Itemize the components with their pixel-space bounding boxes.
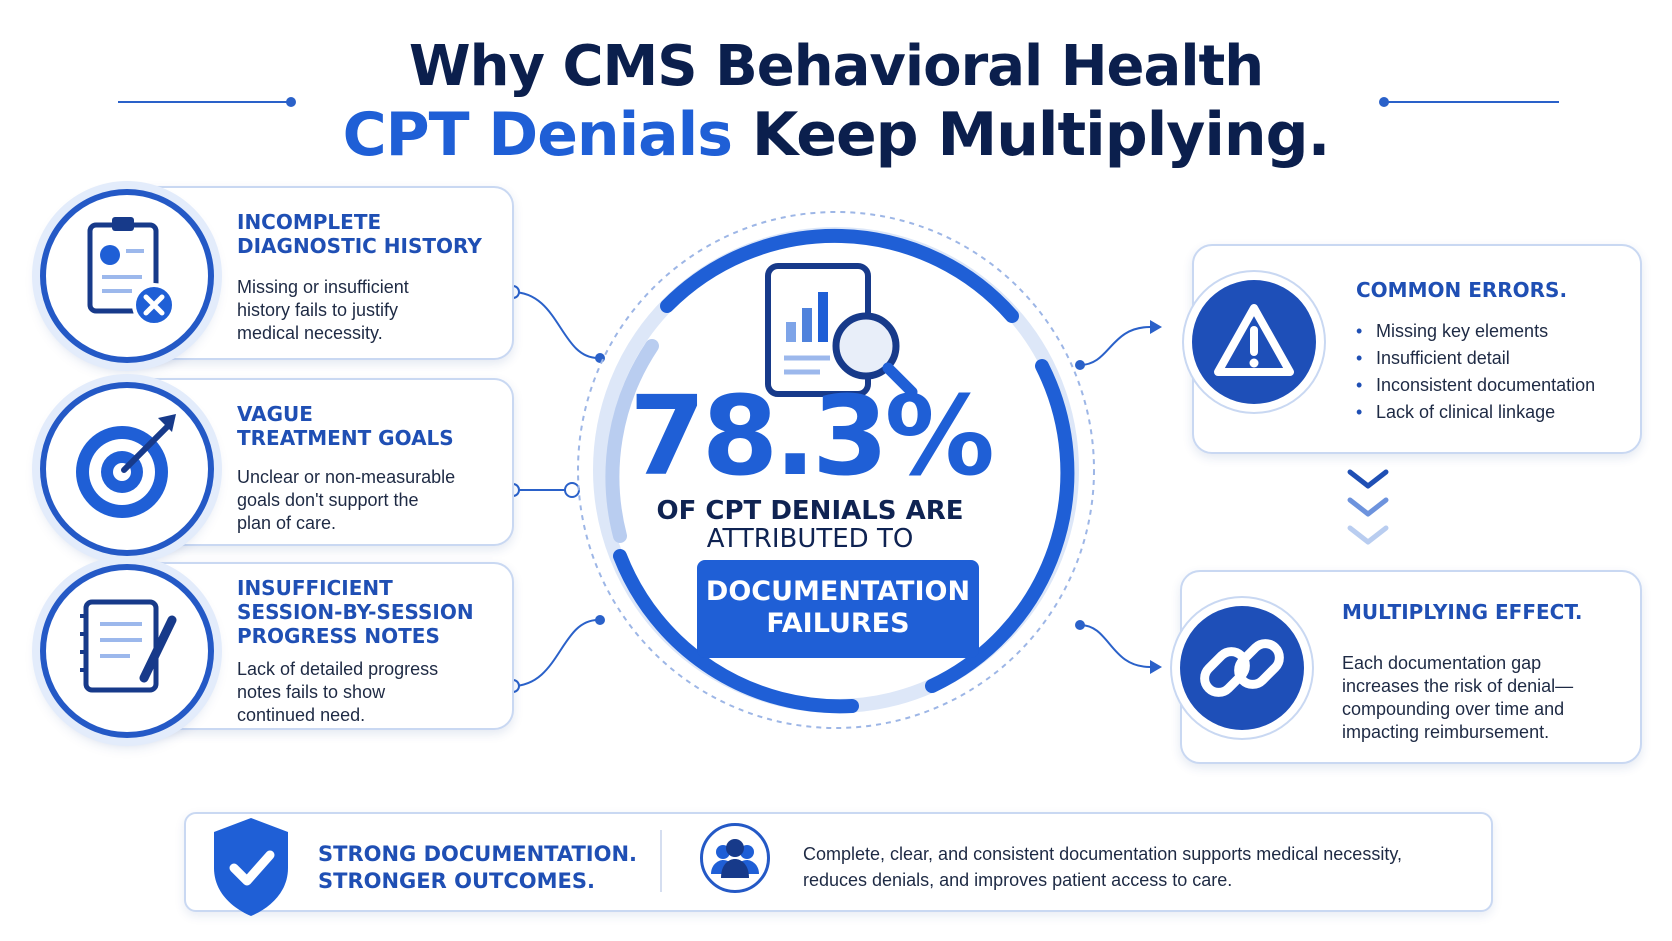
title-rule-left: [118, 101, 288, 103]
bottom-divider: [660, 830, 662, 892]
list-item: Inconsistent documentation: [1354, 372, 1595, 399]
stat-caption-2: ATTRIBUTED TO: [706, 524, 914, 554]
documentation-failures-badge: DOCUMENTATION FAILURES: [697, 560, 979, 658]
chain-link-icon: [1180, 606, 1304, 730]
card-text: Lack of detailed progress notes fails to…: [237, 659, 439, 725]
title-rest: Keep Multiplying.: [731, 100, 1331, 170]
card-heading: INSUFFICIENT SESSION-BY-SESSION PROGRESS…: [237, 576, 474, 648]
report-magnifier-icon: [765, 263, 918, 398]
card-heading: MULTIPLYING EFFECT.: [1342, 600, 1583, 624]
card-text: Unclear or non-measurable goals don't su…: [237, 467, 456, 533]
list-item: Lack of clinical linkage: [1354, 399, 1595, 426]
list-item: Missing key elements: [1354, 318, 1595, 345]
notepad-pen-icon: [40, 564, 214, 738]
title-line-1: Why CMS Behavioral Health: [408, 34, 1264, 99]
card-text: Missing or insufficient history fails to…: [237, 277, 409, 343]
stat-caption-1: OF CPT DENIALS ARE: [656, 496, 964, 526]
clipboard-x-icon: [40, 189, 214, 363]
card-heading: INCOMPLETE DIAGNOSTIC HISTORY: [237, 210, 482, 258]
people-group-icon: [700, 823, 770, 893]
card-heading: VAGUE TREATMENT GOALS: [237, 402, 454, 450]
title-rule-right: [1384, 101, 1559, 103]
errors-list: Missing key elements Insufficient detail…: [1354, 318, 1595, 426]
bottom-banner: [184, 812, 1493, 912]
title-accent: CPT Denials: [342, 100, 733, 170]
stat-value: 78.3%: [629, 372, 995, 500]
target-icon: [40, 382, 214, 556]
title-rule-dot-right: [1379, 97, 1389, 107]
card-heading: COMMON ERRORS.: [1356, 278, 1568, 302]
bottom-heading: STRONG DOCUMENTATION. STRONGER OUTCOMES.: [318, 842, 638, 893]
card-text: Each documentation gap increases the ris…: [1342, 653, 1574, 742]
warning-icon: [1192, 280, 1316, 404]
bottom-text: Complete, clear, and consistent document…: [803, 844, 1402, 890]
title-rule-dot-left: [286, 97, 296, 107]
list-item: Insufficient detail: [1354, 345, 1595, 372]
title-line-2: CPT Denials Keep Multiplying.: [0, 100, 1672, 170]
shield-check-icon: [214, 818, 288, 916]
